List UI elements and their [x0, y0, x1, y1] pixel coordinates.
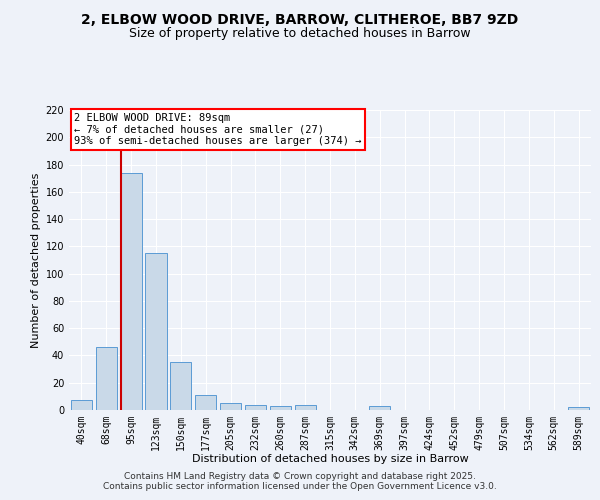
Bar [145, 253, 167, 410]
Bar [170, 362, 191, 410]
Y-axis label: Number of detached properties: Number of detached properties [31, 172, 41, 348]
Bar [245, 404, 266, 410]
X-axis label: Distribution of detached houses by size in Barrow: Distribution of detached houses by size … [191, 454, 469, 464]
Text: 2, ELBOW WOOD DRIVE, BARROW, CLITHEROE, BB7 9ZD: 2, ELBOW WOOD DRIVE, BARROW, CLITHEROE, … [82, 12, 518, 26]
Bar [96, 348, 117, 410]
Bar [369, 406, 390, 410]
Bar [220, 403, 241, 410]
Text: Contains public sector information licensed under the Open Government Licence v3: Contains public sector information licen… [103, 482, 497, 491]
Text: Contains HM Land Registry data © Crown copyright and database right 2025.: Contains HM Land Registry data © Crown c… [124, 472, 476, 481]
Bar [270, 406, 291, 410]
Bar [71, 400, 92, 410]
Text: Size of property relative to detached houses in Barrow: Size of property relative to detached ho… [129, 28, 471, 40]
Bar [121, 172, 142, 410]
Bar [195, 395, 216, 410]
Bar [295, 404, 316, 410]
Bar [568, 408, 589, 410]
Text: 2 ELBOW WOOD DRIVE: 89sqm
← 7% of detached houses are smaller (27)
93% of semi-d: 2 ELBOW WOOD DRIVE: 89sqm ← 7% of detach… [74, 113, 362, 146]
